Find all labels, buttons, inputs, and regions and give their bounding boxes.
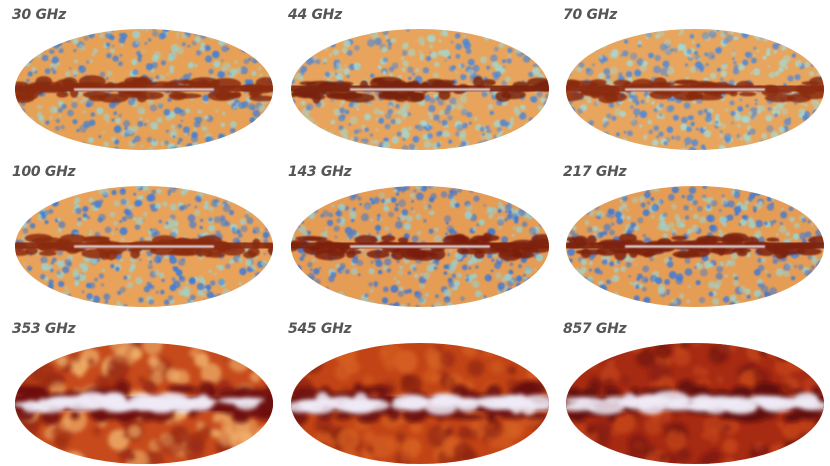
map-panel-70ghz: 70 GHz bbox=[551, 0, 824, 150]
map-panel-545ghz: 545 GHz bbox=[276, 314, 549, 464]
sky-map-100ghz bbox=[15, 186, 273, 307]
sky-map-545ghz bbox=[291, 343, 549, 464]
map-panel-143ghz: 143 GHz bbox=[276, 157, 549, 307]
frequency-label: 143 GHz bbox=[288, 164, 352, 180]
sky-map-353ghz bbox=[15, 343, 273, 464]
map-panel-30ghz: 30 GHz bbox=[0, 0, 273, 150]
sky-map-143ghz bbox=[291, 186, 549, 307]
frequency-label: 857 GHz bbox=[563, 321, 627, 337]
map-panel-100ghz: 100 GHz bbox=[0, 157, 273, 307]
map-panel-353ghz: 353 GHz bbox=[0, 314, 273, 464]
frequency-label: 100 GHz bbox=[12, 164, 76, 180]
map-panel-217ghz: 217 GHz bbox=[551, 157, 824, 307]
map-panel-44ghz: 44 GHz bbox=[276, 0, 549, 150]
frequency-label: 217 GHz bbox=[563, 164, 627, 180]
frequency-label: 44 GHz bbox=[288, 7, 342, 23]
sky-map-857ghz bbox=[566, 343, 824, 464]
frequency-label: 545 GHz bbox=[288, 321, 352, 337]
frequency-label: 30 GHz bbox=[12, 7, 66, 23]
frequency-label: 353 GHz bbox=[12, 321, 76, 337]
sky-map-30ghz bbox=[15, 29, 273, 150]
sky-map-70ghz bbox=[566, 29, 824, 150]
sky-map-217ghz bbox=[566, 186, 824, 307]
frequency-label: 70 GHz bbox=[563, 7, 617, 23]
sky-map-44ghz bbox=[291, 29, 549, 150]
map-panel-857ghz: 857 GHz bbox=[551, 314, 824, 464]
